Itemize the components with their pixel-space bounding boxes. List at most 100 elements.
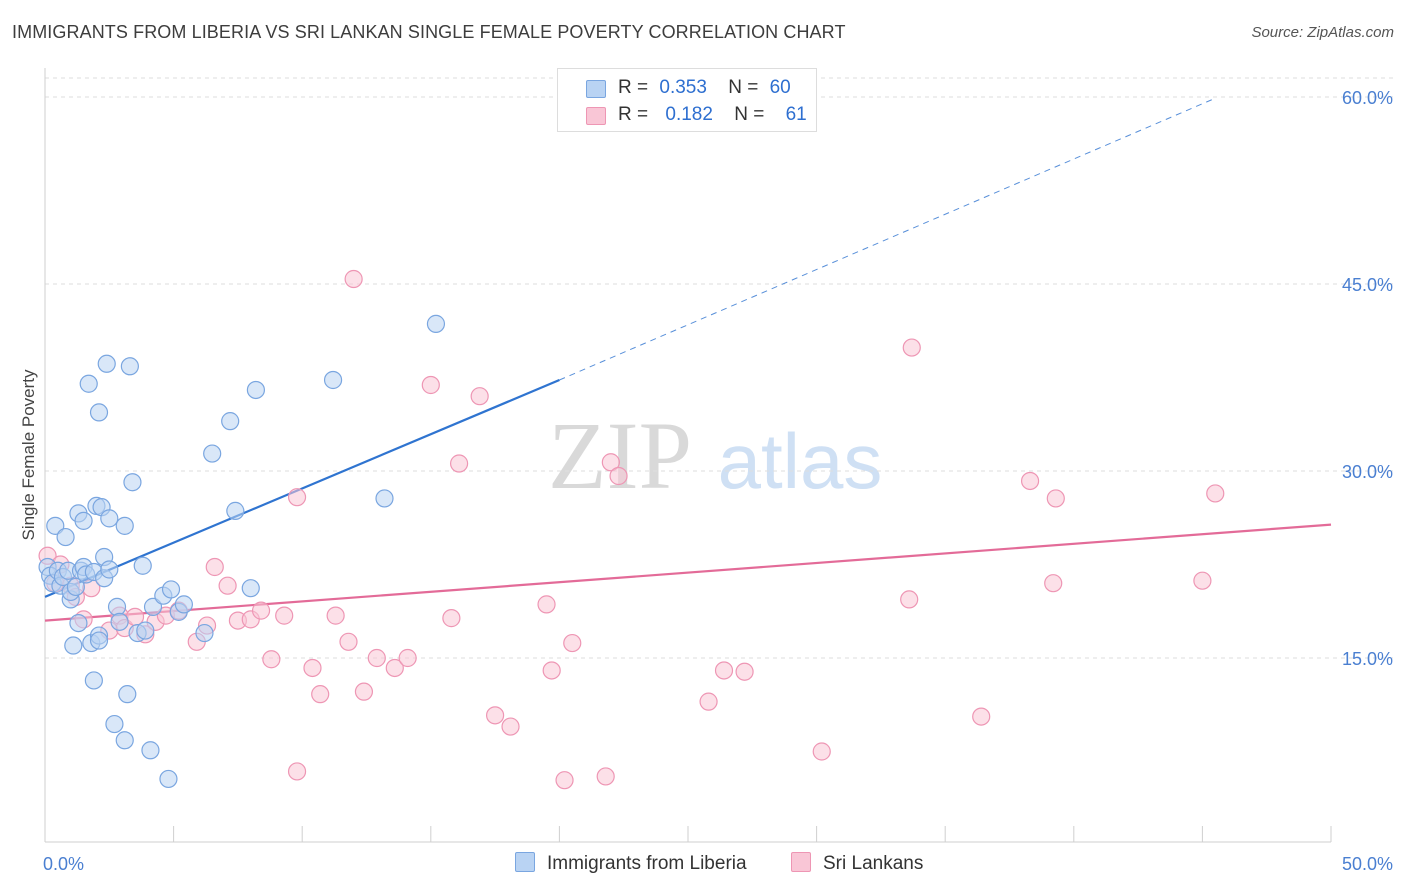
point-srilanka <box>601 453 620 472</box>
point-srilanka <box>287 488 307 507</box>
x-tick-label: 50.0% <box>1342 854 1393 874</box>
point-srilanka <box>596 767 615 786</box>
point-liberia <box>141 741 160 760</box>
point-liberia <box>107 597 127 616</box>
point-srilanka <box>1046 489 1065 508</box>
watermark-zip: ZIP <box>548 402 692 509</box>
point-srilanka <box>442 609 461 628</box>
trend-line-liberia <box>44 378 560 598</box>
legend-r-srilanka: 0.182 <box>665 104 713 125</box>
point-liberia <box>241 579 260 598</box>
point-srilanka <box>735 662 754 681</box>
point-liberia <box>174 595 193 614</box>
trend-lines <box>44 97 1332 622</box>
point-srilanka <box>699 692 718 711</box>
point-liberia <box>161 580 181 599</box>
bottom-legend-srilanka: Sri Lankans <box>791 852 923 875</box>
point-liberia <box>56 527 75 547</box>
point-srilanka <box>385 658 404 678</box>
point-srilanka <box>354 682 374 701</box>
point-liberia <box>89 631 109 650</box>
point-liberia <box>74 511 93 530</box>
point-liberia <box>323 370 343 390</box>
point-liberia <box>246 380 266 400</box>
chart-title: IMMIGRANTS FROM LIBERIA VS SRI LANKAN SI… <box>12 22 846 42</box>
point-srilanka <box>900 590 919 609</box>
point-srilanka <box>303 658 322 678</box>
point-liberia <box>110 612 129 631</box>
point-liberia <box>159 769 178 789</box>
point-srilanka <box>311 685 330 704</box>
legend-n-label: N = <box>734 104 765 125</box>
tick-labels: 15.0% 30.0% 45.0% 60.0% 0.0% 50.0% <box>43 88 1393 874</box>
bottom-legend-label-srilanka: Sri Lankans <box>823 853 924 874</box>
point-liberia <box>84 671 103 690</box>
point-srilanka <box>1206 484 1225 503</box>
point-srilanka <box>714 661 734 680</box>
point-liberia <box>203 444 222 463</box>
point-liberia <box>221 412 240 431</box>
y-axis-label: Single Female Poverty <box>19 369 38 541</box>
bottom-legend-swatch-liberia <box>515 852 535 872</box>
trend-extension-liberia <box>559 97 1216 381</box>
source-label: Source: ZipAtlas.com <box>1251 24 1394 41</box>
bottom-legend-label-liberia: Immigrants from Liberia <box>547 853 747 874</box>
point-liberia <box>66 577 85 597</box>
point-srilanka <box>367 648 386 668</box>
point-liberia <box>118 685 137 704</box>
point-srilanka <box>205 557 224 577</box>
x-tick-label: 0.0% <box>43 854 84 874</box>
point-srilanka <box>972 707 991 726</box>
point-liberia <box>133 556 152 575</box>
point-srilanka <box>542 661 561 680</box>
point-liberia <box>64 636 83 655</box>
point-srilanka <box>326 606 345 625</box>
bottom-legend-liberia: Immigrants from Liberia <box>515 852 747 875</box>
point-srilanka <box>555 771 574 790</box>
point-srilanka <box>501 717 520 736</box>
point-srilanka <box>449 454 469 473</box>
point-srilanka <box>470 387 489 406</box>
point-srilanka <box>1020 471 1040 491</box>
trend-line-srilanka <box>44 523 1332 622</box>
point-srilanka <box>275 606 294 625</box>
point-liberia <box>195 623 214 643</box>
point-liberia <box>69 613 88 633</box>
point-srilanka <box>1044 574 1063 593</box>
point-srilanka <box>344 269 363 289</box>
legend-swatch-liberia <box>586 80 606 98</box>
point-srilanka <box>262 650 281 669</box>
watermark-atlas: atlas <box>718 417 883 505</box>
point-liberia <box>123 473 142 492</box>
legend-n-label: N = <box>728 77 759 98</box>
y-tick-label: 45.0% <box>1342 275 1393 295</box>
y-tick-label: 60.0% <box>1342 88 1393 108</box>
bottom-legend-swatch-srilanka <box>791 852 811 872</box>
point-liberia <box>79 374 98 393</box>
point-liberia <box>46 516 65 535</box>
legend-n-srilanka: 61 <box>785 104 807 125</box>
point-srilanka <box>398 648 417 668</box>
point-liberia <box>143 597 163 616</box>
legend-r-label: R = <box>618 104 649 125</box>
point-srilanka <box>421 375 440 395</box>
legend: R = 0.353 N = 60 R = 0.182 N = 61 <box>557 68 817 132</box>
point-liberia <box>375 489 394 508</box>
point-liberia <box>89 403 109 422</box>
point-liberia <box>97 354 116 373</box>
point-srilanka <box>537 595 556 614</box>
point-srilanka <box>218 576 237 595</box>
point-liberia <box>226 501 245 520</box>
y-tick-label: 30.0% <box>1342 462 1393 482</box>
point-liberia <box>100 509 119 528</box>
point-liberia <box>120 357 139 376</box>
point-srilanka <box>486 706 505 725</box>
point-liberia <box>105 714 124 734</box>
point-srilanka <box>812 742 831 761</box>
point-liberia <box>115 731 134 750</box>
point-srilanka <box>902 338 921 357</box>
point-srilanka <box>251 601 271 620</box>
legend-r-label: R = <box>618 77 649 98</box>
point-liberia <box>115 516 134 535</box>
